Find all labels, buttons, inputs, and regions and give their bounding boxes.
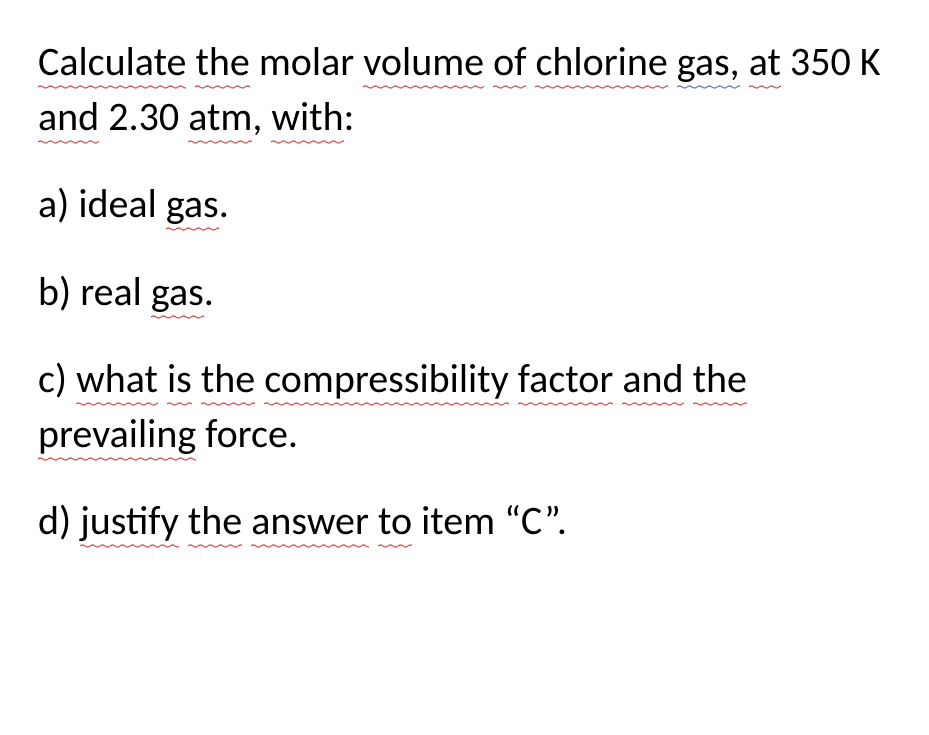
text-run xyxy=(242,496,251,545)
text-run xyxy=(255,354,264,403)
question-document: Calculate the molar volume of chlorine g… xyxy=(38,34,895,548)
spellcheck-underline: the xyxy=(201,354,255,406)
text-run xyxy=(509,354,518,403)
spellcheck-underline: gas xyxy=(151,267,204,319)
question-item-d: d) justify the answer to item “C”. xyxy=(38,493,895,548)
spellcheck-underline: and xyxy=(38,92,99,144)
spellcheck-underline: answer xyxy=(251,496,369,548)
spellcheck-underline: is xyxy=(167,354,192,406)
text-run: . xyxy=(219,179,229,228)
spellcheck-underline: gas xyxy=(166,179,219,231)
text-run xyxy=(668,37,677,86)
text-run: b) real xyxy=(38,267,151,316)
text-run: : xyxy=(344,92,355,141)
text-run: 350 K xyxy=(781,37,881,86)
spellcheck-underline: the xyxy=(195,37,249,89)
grammar-underline: gas, xyxy=(677,37,740,89)
text-run xyxy=(484,37,493,86)
text-run xyxy=(684,354,693,403)
question-item-b: b) real gas. xyxy=(38,264,895,319)
text-run xyxy=(613,354,622,403)
spellcheck-underline: Calculate xyxy=(38,37,186,89)
text-run: 2.30 xyxy=(99,92,188,141)
text-run: d) xyxy=(38,496,80,545)
question-item-a: a) ideal gas. xyxy=(38,176,895,231)
spellcheck-underline: to xyxy=(378,496,412,548)
text-run: a) ideal xyxy=(38,179,166,228)
spellcheck-underline: justify xyxy=(80,496,179,548)
text-run: c) xyxy=(38,354,76,403)
text-run: item “C”. xyxy=(412,496,567,545)
spellcheck-underline: with xyxy=(271,92,343,144)
text-run xyxy=(192,354,201,403)
spellcheck-underline: factor xyxy=(518,354,614,406)
spellcheck-underline: atm xyxy=(188,92,252,144)
spellcheck-underline: prevailing xyxy=(38,409,196,461)
spellcheck-underline: chlorine xyxy=(535,37,667,89)
question-intro: Calculate the molar volume of chlorine g… xyxy=(38,34,895,144)
question-item-c: c) what is the compressibility factor an… xyxy=(38,351,895,461)
text-run: force. xyxy=(196,409,298,458)
spellcheck-underline: at xyxy=(749,37,781,89)
text-run xyxy=(740,37,749,86)
spellcheck-underline: the xyxy=(693,354,747,406)
spellcheck-underline: and xyxy=(622,354,683,406)
text-run xyxy=(369,496,378,545)
text-run: , xyxy=(252,92,271,141)
spellcheck-underline: what xyxy=(76,354,158,406)
text-run: molar xyxy=(250,37,363,86)
text-run xyxy=(158,354,167,403)
text-run xyxy=(179,496,188,545)
spellcheck-underline: the xyxy=(188,496,242,548)
spellcheck-underline: volume xyxy=(363,37,484,89)
spellcheck-underline: of xyxy=(493,37,526,89)
spellcheck-underline: compressibility xyxy=(264,354,509,406)
text-run: . xyxy=(204,267,214,316)
